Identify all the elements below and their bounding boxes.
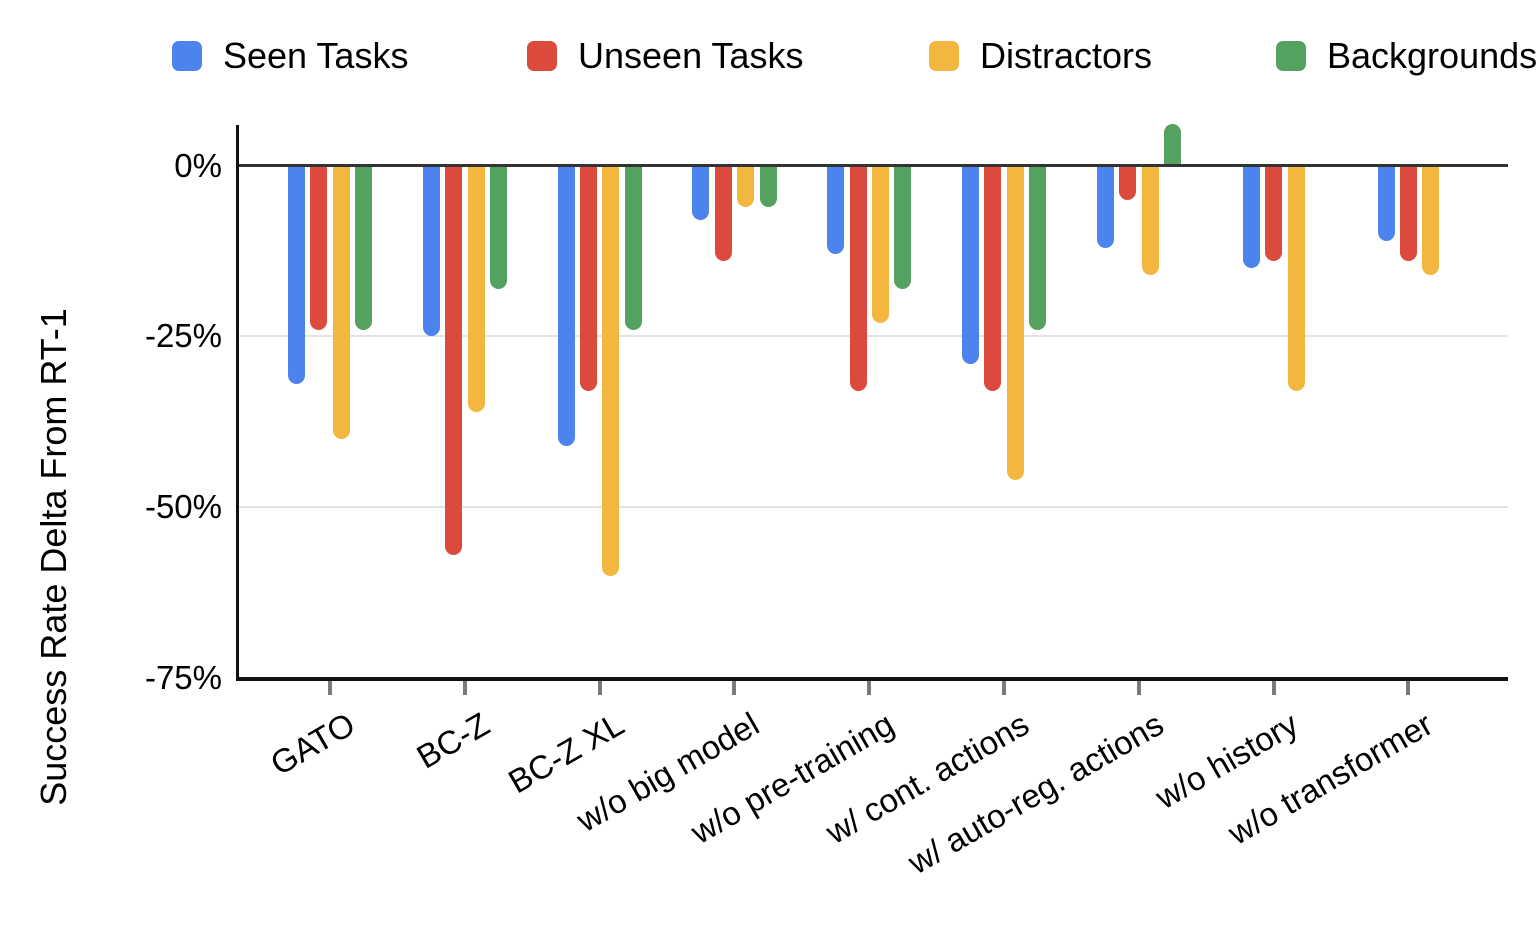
legend-label: Seen Tasks: [223, 35, 409, 76]
legend-swatch: [1276, 41, 1306, 71]
legend-swatch: [527, 41, 557, 71]
bar: [422, 165, 440, 337]
bar: [1006, 165, 1024, 480]
bar: [1119, 165, 1137, 200]
bar: [759, 165, 777, 207]
bar: [1242, 165, 1260, 269]
bar: [737, 165, 755, 207]
bar: [849, 165, 867, 392]
bar: [1265, 165, 1283, 262]
x-axis-line: [237, 677, 1508, 681]
y-tick-label: 0%: [174, 146, 222, 184]
bar: [332, 165, 350, 439]
bar: [1163, 124, 1181, 166]
legend-swatch: [929, 41, 959, 71]
x-category-label: GATO: [263, 705, 361, 783]
zero-line: [237, 164, 1508, 167]
x-category-label: BC-Z: [410, 705, 496, 776]
bar: [827, 165, 845, 255]
legend-item: Distractors: [929, 38, 1152, 74]
y-tick-label: -25%: [144, 317, 222, 355]
axis-tick: [597, 680, 602, 695]
bar: [894, 165, 912, 289]
legend-label: Distractors: [980, 35, 1153, 76]
bar: [467, 165, 485, 412]
bar: [961, 165, 979, 364]
bar: [871, 165, 889, 323]
x-category-label: w/ auto-reg. actions: [901, 705, 1170, 882]
axis-tick: [1136, 680, 1141, 695]
axis-tick: [462, 680, 467, 695]
axis-tick: [1002, 680, 1006, 695]
bar: [355, 165, 373, 330]
bar: [1141, 165, 1159, 275]
y-axis-line: [235, 125, 239, 681]
legend-label: Unseen Tasks: [578, 35, 804, 76]
legend-item: Unseen Tasks: [527, 38, 803, 74]
bar: [445, 165, 463, 556]
axis-tick: [867, 680, 872, 695]
bar: [984, 165, 1002, 392]
bar: [1096, 165, 1114, 248]
y-tick-label: -75%: [144, 659, 222, 697]
legend: Seen Tasks Unseen Tasks Distractors Backgro…: [0, 0, 1540, 90]
bar: [1422, 165, 1440, 275]
bar: [579, 165, 597, 392]
axis-tick: [1406, 680, 1411, 695]
bar: [557, 165, 575, 446]
legend-item: Backgrounds: [1276, 38, 1537, 74]
bar: [692, 165, 710, 221]
bar: [714, 165, 732, 262]
bar: [1377, 165, 1395, 241]
bar: [310, 165, 328, 330]
legend-item: Seen Tasks: [172, 38, 408, 74]
axis-tick: [1271, 680, 1276, 695]
legend-label: Backgrounds: [1327, 35, 1538, 76]
bar: [489, 165, 507, 289]
bar: [1029, 165, 1047, 330]
bar: [602, 165, 620, 576]
bar: [1399, 165, 1417, 262]
bar: [624, 165, 642, 330]
bar: [1287, 165, 1305, 392]
y-tick-label: -50%: [144, 488, 222, 526]
gridline: [237, 335, 1508, 338]
gridline: [237, 506, 1508, 509]
bar: [287, 165, 305, 385]
axis-tick: [328, 680, 332, 695]
axis-tick: [732, 680, 737, 695]
legend-swatch: [172, 41, 202, 71]
